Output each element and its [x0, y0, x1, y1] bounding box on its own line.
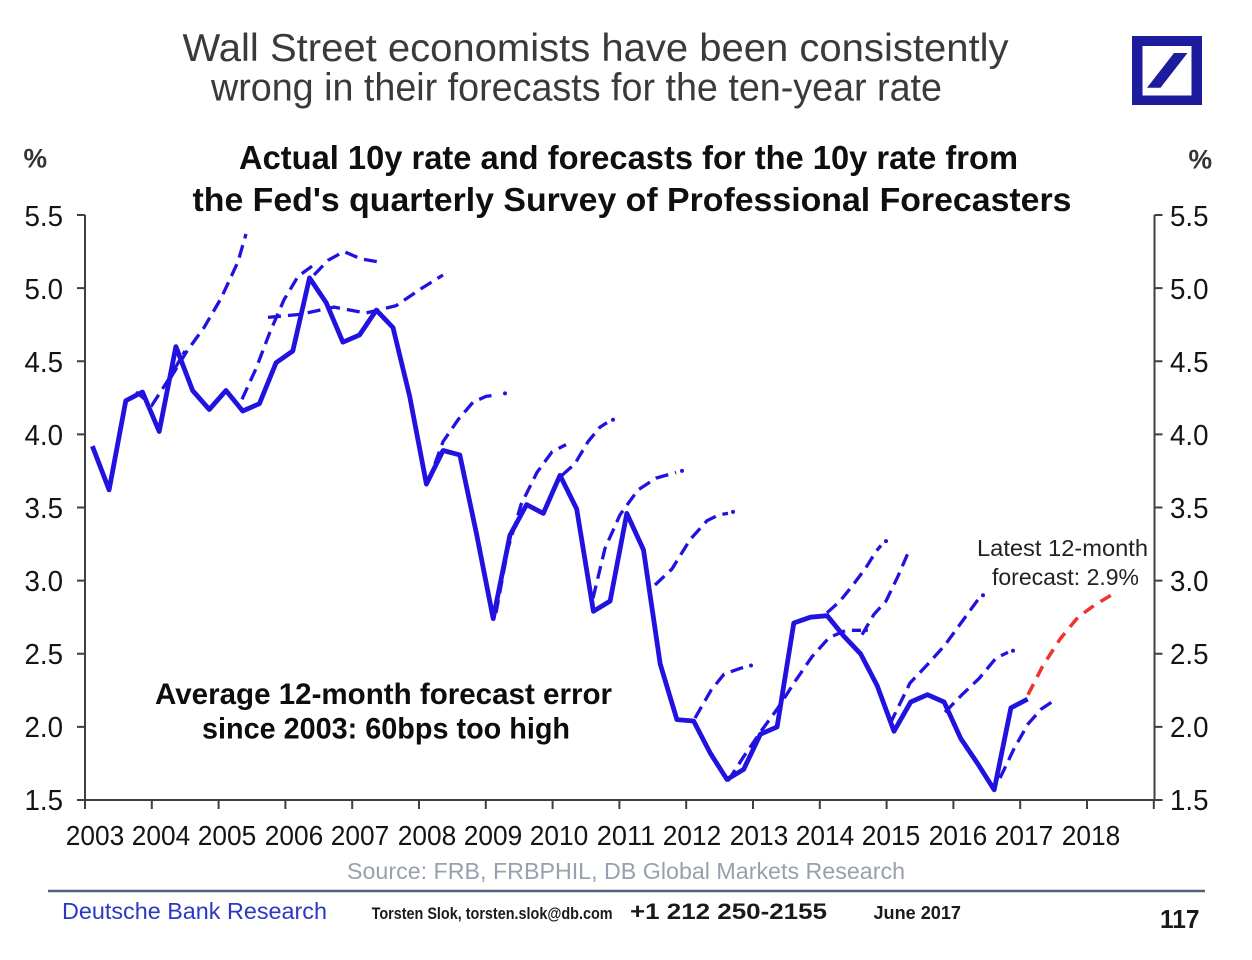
svg-text:2016: 2016 [929, 820, 987, 851]
svg-text:2007: 2007 [331, 820, 389, 851]
svg-text:Latest 12-month: Latest 12-month [977, 535, 1148, 561]
svg-text:1.5: 1.5 [25, 785, 64, 817]
svg-text:1.5: 1.5 [1170, 785, 1209, 817]
svg-text:2010: 2010 [530, 820, 588, 851]
svg-text:Average 12-month forecast erro: Average 12-month forecast error [155, 678, 613, 711]
svg-text:2006: 2006 [265, 820, 323, 851]
svg-text:+1 212 250-2155: +1 212 250-2155 [630, 899, 827, 924]
svg-text:4.5: 4.5 [25, 347, 64, 379]
svg-text:June 2017: June 2017 [874, 902, 962, 923]
svg-text:2004: 2004 [132, 820, 190, 851]
svg-text:2008: 2008 [398, 820, 456, 851]
svg-text:2014: 2014 [796, 820, 854, 851]
svg-text:3.5: 3.5 [1170, 493, 1209, 525]
svg-text:2.5: 2.5 [25, 639, 64, 671]
svg-text:Actual 10y rate and forecasts: Actual 10y rate and forecasts for the 10… [239, 140, 1018, 177]
svg-text:2.0: 2.0 [1170, 712, 1209, 744]
svg-text:4.0: 4.0 [25, 420, 64, 452]
svg-text:4.0: 4.0 [1170, 420, 1209, 452]
svg-text:forecast: 2.9%: forecast: 2.9% [992, 564, 1139, 590]
svg-text:2009: 2009 [464, 820, 522, 851]
svg-text:3.5: 3.5 [25, 493, 64, 525]
svg-text:wrong in their forecasts for t: wrong in their forecasts for the ten-yea… [210, 67, 942, 110]
svg-text:Deutsche Bank Research: Deutsche Bank Research [62, 898, 327, 924]
svg-text:2011: 2011 [597, 820, 655, 851]
svg-text:3.0: 3.0 [25, 566, 64, 598]
svg-text:2015: 2015 [862, 820, 920, 851]
svg-text:2003: 2003 [66, 820, 124, 851]
svg-text:2.5: 2.5 [1170, 639, 1209, 671]
svg-text:5.0: 5.0 [25, 274, 64, 306]
svg-text:5.5: 5.5 [1170, 201, 1209, 233]
svg-text:2017: 2017 [995, 820, 1053, 851]
svg-text:5.5: 5.5 [25, 201, 64, 233]
svg-text:Torsten Slok, torsten.slok@db.: Torsten Slok, torsten.slok@db.com [372, 905, 613, 923]
svg-text:3.0: 3.0 [1170, 566, 1209, 598]
svg-text:Source: FRB, FRBPHIL, DB Globa: Source: FRB, FRBPHIL, DB Global Markets … [347, 858, 905, 884]
svg-text:2005: 2005 [198, 820, 256, 851]
svg-text:5.0: 5.0 [1170, 274, 1209, 306]
svg-text:%: % [1189, 145, 1213, 175]
svg-text:%: % [24, 144, 48, 174]
svg-text:2012: 2012 [663, 820, 721, 851]
svg-text:2018: 2018 [1062, 820, 1120, 851]
svg-text:since 2003: 60bps too high: since 2003: 60bps too high [202, 713, 570, 746]
svg-text:2.0: 2.0 [25, 712, 64, 744]
svg-text:2013: 2013 [730, 820, 788, 851]
svg-text:the Fed's quarterly Survey of: the Fed's quarterly Survey of Profession… [193, 182, 1072, 219]
svg-text:117: 117 [1160, 904, 1200, 934]
svg-text:Wall Street economists have be: Wall Street economists have been consist… [183, 27, 1010, 70]
svg-text:4.5: 4.5 [1170, 347, 1209, 379]
